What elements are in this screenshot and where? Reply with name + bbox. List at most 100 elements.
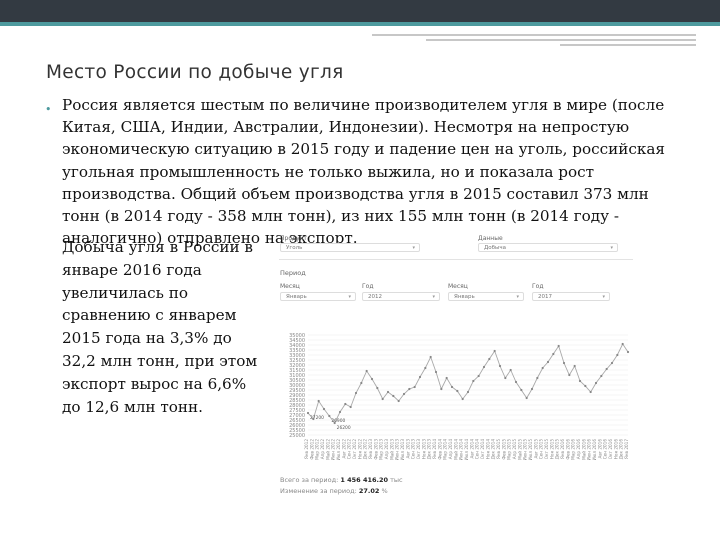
data-point	[312, 417, 315, 421]
divider	[279, 259, 633, 260]
x-tick-label: Фев 2013	[373, 439, 378, 460]
data-label: 27200	[310, 415, 324, 421]
change-label: Изменение за период:	[280, 487, 357, 495]
from-year-label: Год	[362, 283, 374, 290]
data-point	[504, 376, 507, 380]
side-paragraph: Добыча угля в России в январе 2016 года …	[62, 238, 258, 416]
x-tick-label: Июн 2013	[395, 439, 400, 461]
y-tick-label: 25500	[289, 428, 305, 434]
data-point	[317, 399, 320, 403]
y-tick-label: 26000	[289, 423, 305, 429]
x-tick-label: Июл 2016	[592, 439, 597, 461]
x-tick-label: Сен 2012	[347, 439, 352, 460]
data-point	[365, 369, 368, 373]
data-label: 26200	[337, 425, 351, 431]
y-tick-label: 35000	[289, 333, 305, 339]
chevron-down-icon: ▾	[602, 294, 605, 300]
data-point	[386, 390, 390, 394]
x-tick-label: Июн 2012	[331, 439, 336, 461]
data-point	[322, 407, 326, 411]
x-tick-label: Май 2013	[389, 439, 394, 460]
x-tick-label: Мар 2013	[379, 439, 384, 460]
data-point	[381, 397, 384, 401]
data-point	[514, 380, 518, 384]
data-point	[616, 353, 619, 357]
y-tick-label: 34500	[289, 338, 305, 344]
data-point	[493, 349, 496, 353]
y-tick-label: 34000	[289, 343, 305, 349]
data-point	[573, 364, 576, 368]
x-tick-label: Ноя 2014	[485, 439, 490, 460]
to-month-select[interactable]: Январь ▾	[448, 292, 524, 301]
data-point	[392, 394, 395, 398]
deco-line	[426, 39, 696, 41]
data-value: Добыча	[484, 245, 507, 251]
x-tick-label: Июл 2013	[400, 439, 405, 461]
to-year-value: 2017	[538, 294, 552, 300]
x-tick-label: Сен 2016	[603, 439, 608, 460]
from-year-select[interactable]: 2012 ▾	[362, 292, 440, 301]
data-point	[536, 376, 539, 380]
x-tick-label: Июл 2014	[464, 439, 469, 461]
data-point	[376, 386, 379, 390]
data-point	[525, 396, 528, 400]
x-tick-label: Дек 2015	[555, 439, 560, 460]
data-point	[589, 390, 592, 394]
x-tick-label: Фев 2016	[565, 439, 570, 460]
x-tick-label: Июн 2015	[523, 439, 528, 461]
data-select[interactable]: Добыча ▾	[478, 243, 618, 252]
x-tick-label: Апр 2013	[384, 439, 389, 460]
from-month-select[interactable]: Январь ▾	[280, 292, 356, 301]
data-point	[557, 344, 560, 348]
data-point	[418, 375, 422, 379]
data-point	[413, 385, 416, 389]
to-month-value: Январь	[454, 294, 475, 300]
data-point	[450, 385, 454, 389]
data-point	[333, 421, 336, 425]
y-tick-label: 33500	[289, 348, 305, 354]
x-tick-label: Дек 2014	[491, 439, 496, 460]
y-tick-label: 33000	[289, 353, 305, 359]
series-line	[307, 343, 629, 424]
x-tick-label: Дек 2012	[363, 439, 368, 460]
x-tick-label: Май 2016	[581, 439, 586, 460]
x-tick-label: Окт 2016	[608, 439, 613, 460]
data-point	[424, 366, 427, 370]
data-point	[429, 355, 432, 359]
data-point	[434, 370, 438, 374]
data-point	[466, 390, 470, 394]
y-tick-label: 28000	[289, 403, 305, 409]
x-tick-label: Окт 2014	[480, 439, 485, 460]
x-tick-label: Май 2014	[453, 439, 458, 460]
data-point	[440, 387, 443, 391]
product-select[interactable]: Уголь ▾	[280, 243, 420, 252]
total-unit: тыс	[390, 476, 403, 484]
x-tick-label: Июл 2015	[528, 439, 533, 461]
data-point	[472, 379, 475, 383]
x-tick-label: Янв 2015	[496, 439, 501, 459]
data-point	[456, 389, 459, 393]
x-tick-label: Ноя 2012	[357, 439, 362, 460]
data-point	[610, 361, 614, 365]
y-tick-label: 30000	[289, 383, 305, 389]
y-tick-label: 26500	[289, 418, 305, 424]
x-tick-label: Янв 2012	[304, 439, 309, 459]
data-point	[402, 392, 406, 396]
bullet-paragraph: Россия является шестым по величине произ…	[62, 96, 665, 248]
from-month-value: Январь	[286, 294, 307, 300]
data-point	[370, 377, 374, 381]
to-year-select[interactable]: 2017 ▾	[532, 292, 610, 301]
y-tick-label: 31500	[289, 368, 305, 374]
x-tick-label: Июн 2014	[459, 439, 464, 461]
chevron-down-icon: ▾	[516, 294, 519, 300]
data-point	[328, 414, 331, 418]
data-point	[482, 365, 486, 369]
top-bar	[0, 0, 720, 22]
data-point	[477, 374, 480, 378]
data-point	[360, 381, 363, 385]
x-tick-label: Янв 2013	[368, 439, 373, 459]
from-month-label: Месяц	[280, 283, 300, 290]
x-tick-label: Мар 2014	[443, 439, 448, 460]
x-tick-label: Авг 2015	[533, 439, 538, 459]
data-point	[445, 376, 448, 380]
